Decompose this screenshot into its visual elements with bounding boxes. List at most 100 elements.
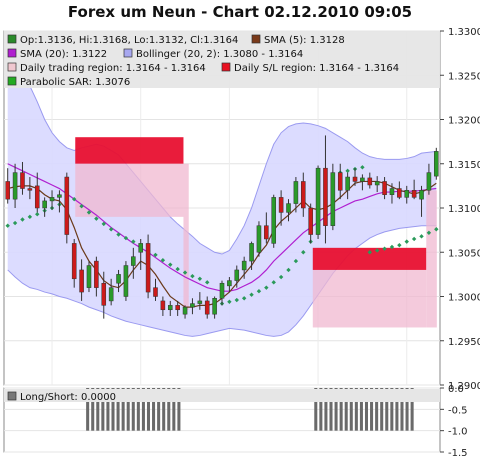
psar-point [79, 204, 84, 209]
long-short-bar [359, 388, 363, 431]
long-short-bar [86, 388, 90, 431]
candle-body [71, 243, 77, 280]
candle-body [42, 200, 47, 209]
psar-point [12, 220, 18, 226]
candle-body [419, 190, 424, 200]
candle-body [212, 298, 217, 315]
legend-label-sma5: SMA (5): 1.3128 [264, 35, 345, 46]
long-short-bar [152, 388, 156, 431]
psar-point [374, 248, 380, 253]
long-short-bar [329, 388, 333, 431]
legend-swatch-ls [7, 391, 17, 401]
trading-region [75, 163, 184, 217]
legend-swatch-dtr [7, 62, 17, 72]
candle-body [271, 197, 277, 244]
lower-y-tick-label: -0.5 [448, 405, 468, 416]
candle-body [360, 177, 365, 182]
candle-body [79, 269, 84, 293]
candle-body [197, 300, 203, 304]
long-short-bar [319, 388, 323, 431]
long-short-bar [126, 388, 130, 431]
candle-body [293, 181, 299, 204]
psar-point [256, 288, 262, 294]
candle-body [352, 176, 358, 182]
psar-point [153, 252, 158, 258]
y-tick-label: 1.3050 [448, 248, 480, 259]
psar-point [397, 242, 402, 248]
psar-point [271, 280, 276, 285]
candle-body [234, 269, 240, 281]
candle-body [264, 225, 269, 240]
long-short-bar [141, 388, 145, 431]
psar-point [131, 239, 136, 244]
long-short-bar [395, 388, 399, 431]
y-tick-label: 1.2900 [448, 381, 480, 392]
long-short-bar [324, 388, 328, 431]
candle-body [34, 185, 40, 209]
y-tick-label: 1.2950 [448, 337, 480, 348]
legend-label-ohlc: Op:1.3136, Hi:1.3168, Lo:1.3132, Cl:1.31… [20, 35, 238, 46]
legend-swatch-ohlc [7, 34, 17, 44]
psar-point [227, 299, 232, 305]
long-short-bar [157, 388, 161, 431]
candle-body [101, 282, 107, 306]
chart-title: Forex um Neun - Chart 02.12.2010 09:05 [67, 3, 413, 21]
psar-point [182, 270, 188, 275]
psar-point [108, 227, 114, 232]
legend-label-boll: Bollinger (20, 2): 1.3080 - 1.3164 [136, 49, 303, 60]
y-tick-label: 1.3000 [448, 293, 480, 304]
stop-loss-region [75, 137, 184, 164]
psar-point [360, 165, 365, 170]
candle-body [64, 176, 70, 235]
candle-body [94, 260, 99, 288]
candle-body [5, 181, 10, 200]
y-tick-label: 1.3150 [448, 160, 480, 171]
long-short-bar [91, 388, 95, 431]
candle-body [301, 181, 306, 209]
long-short-bar [385, 388, 389, 431]
candle-body [131, 256, 136, 266]
psar-point [404, 239, 409, 244]
psar-point [72, 196, 77, 202]
candle-body [12, 172, 18, 200]
trading-region [426, 190, 437, 328]
long-short-bar [334, 388, 338, 431]
lower-y-tick-label: -1.0 [448, 427, 468, 438]
psar-point [205, 280, 210, 285]
candle-body [49, 197, 55, 202]
candle-body [219, 282, 225, 299]
candle-body [323, 167, 328, 226]
candle-body [153, 287, 158, 297]
psar-point [197, 276, 203, 281]
psar-point [234, 297, 239, 303]
psar-point [286, 267, 291, 273]
candle-body [337, 172, 343, 191]
psar-point [94, 216, 99, 221]
long-short-panel: 0.0 -0.5 -1.0 -1.5 Long/Short: 0.0000 [3, 384, 468, 457]
candle-body [182, 306, 188, 315]
psar-point [20, 217, 25, 222]
candle-body [308, 207, 313, 235]
candle-body [389, 188, 395, 195]
long-short-bar [349, 388, 353, 431]
candle-body [57, 194, 62, 198]
legend-label-dtr: Daily trading region: 1.3164 - 1.3164 [20, 63, 206, 74]
psar-point [175, 266, 180, 272]
lower-legend-background [4, 389, 440, 402]
psar-point [5, 223, 10, 228]
candle-body [426, 172, 432, 191]
psar-point [301, 250, 306, 255]
y-tick-label: 1.3250 [448, 71, 480, 82]
candle-body [116, 274, 121, 284]
psar-point [426, 230, 432, 235]
long-short-bar [162, 388, 166, 431]
long-short-bar [177, 388, 181, 431]
long-short-bar [354, 388, 358, 431]
trading-region [183, 163, 189, 310]
candle-body [434, 151, 439, 177]
long-short-bar [167, 388, 171, 431]
psar-point [249, 292, 254, 297]
long-short-bar [106, 388, 110, 431]
psar-point [123, 235, 129, 241]
psar-point [411, 236, 417, 242]
